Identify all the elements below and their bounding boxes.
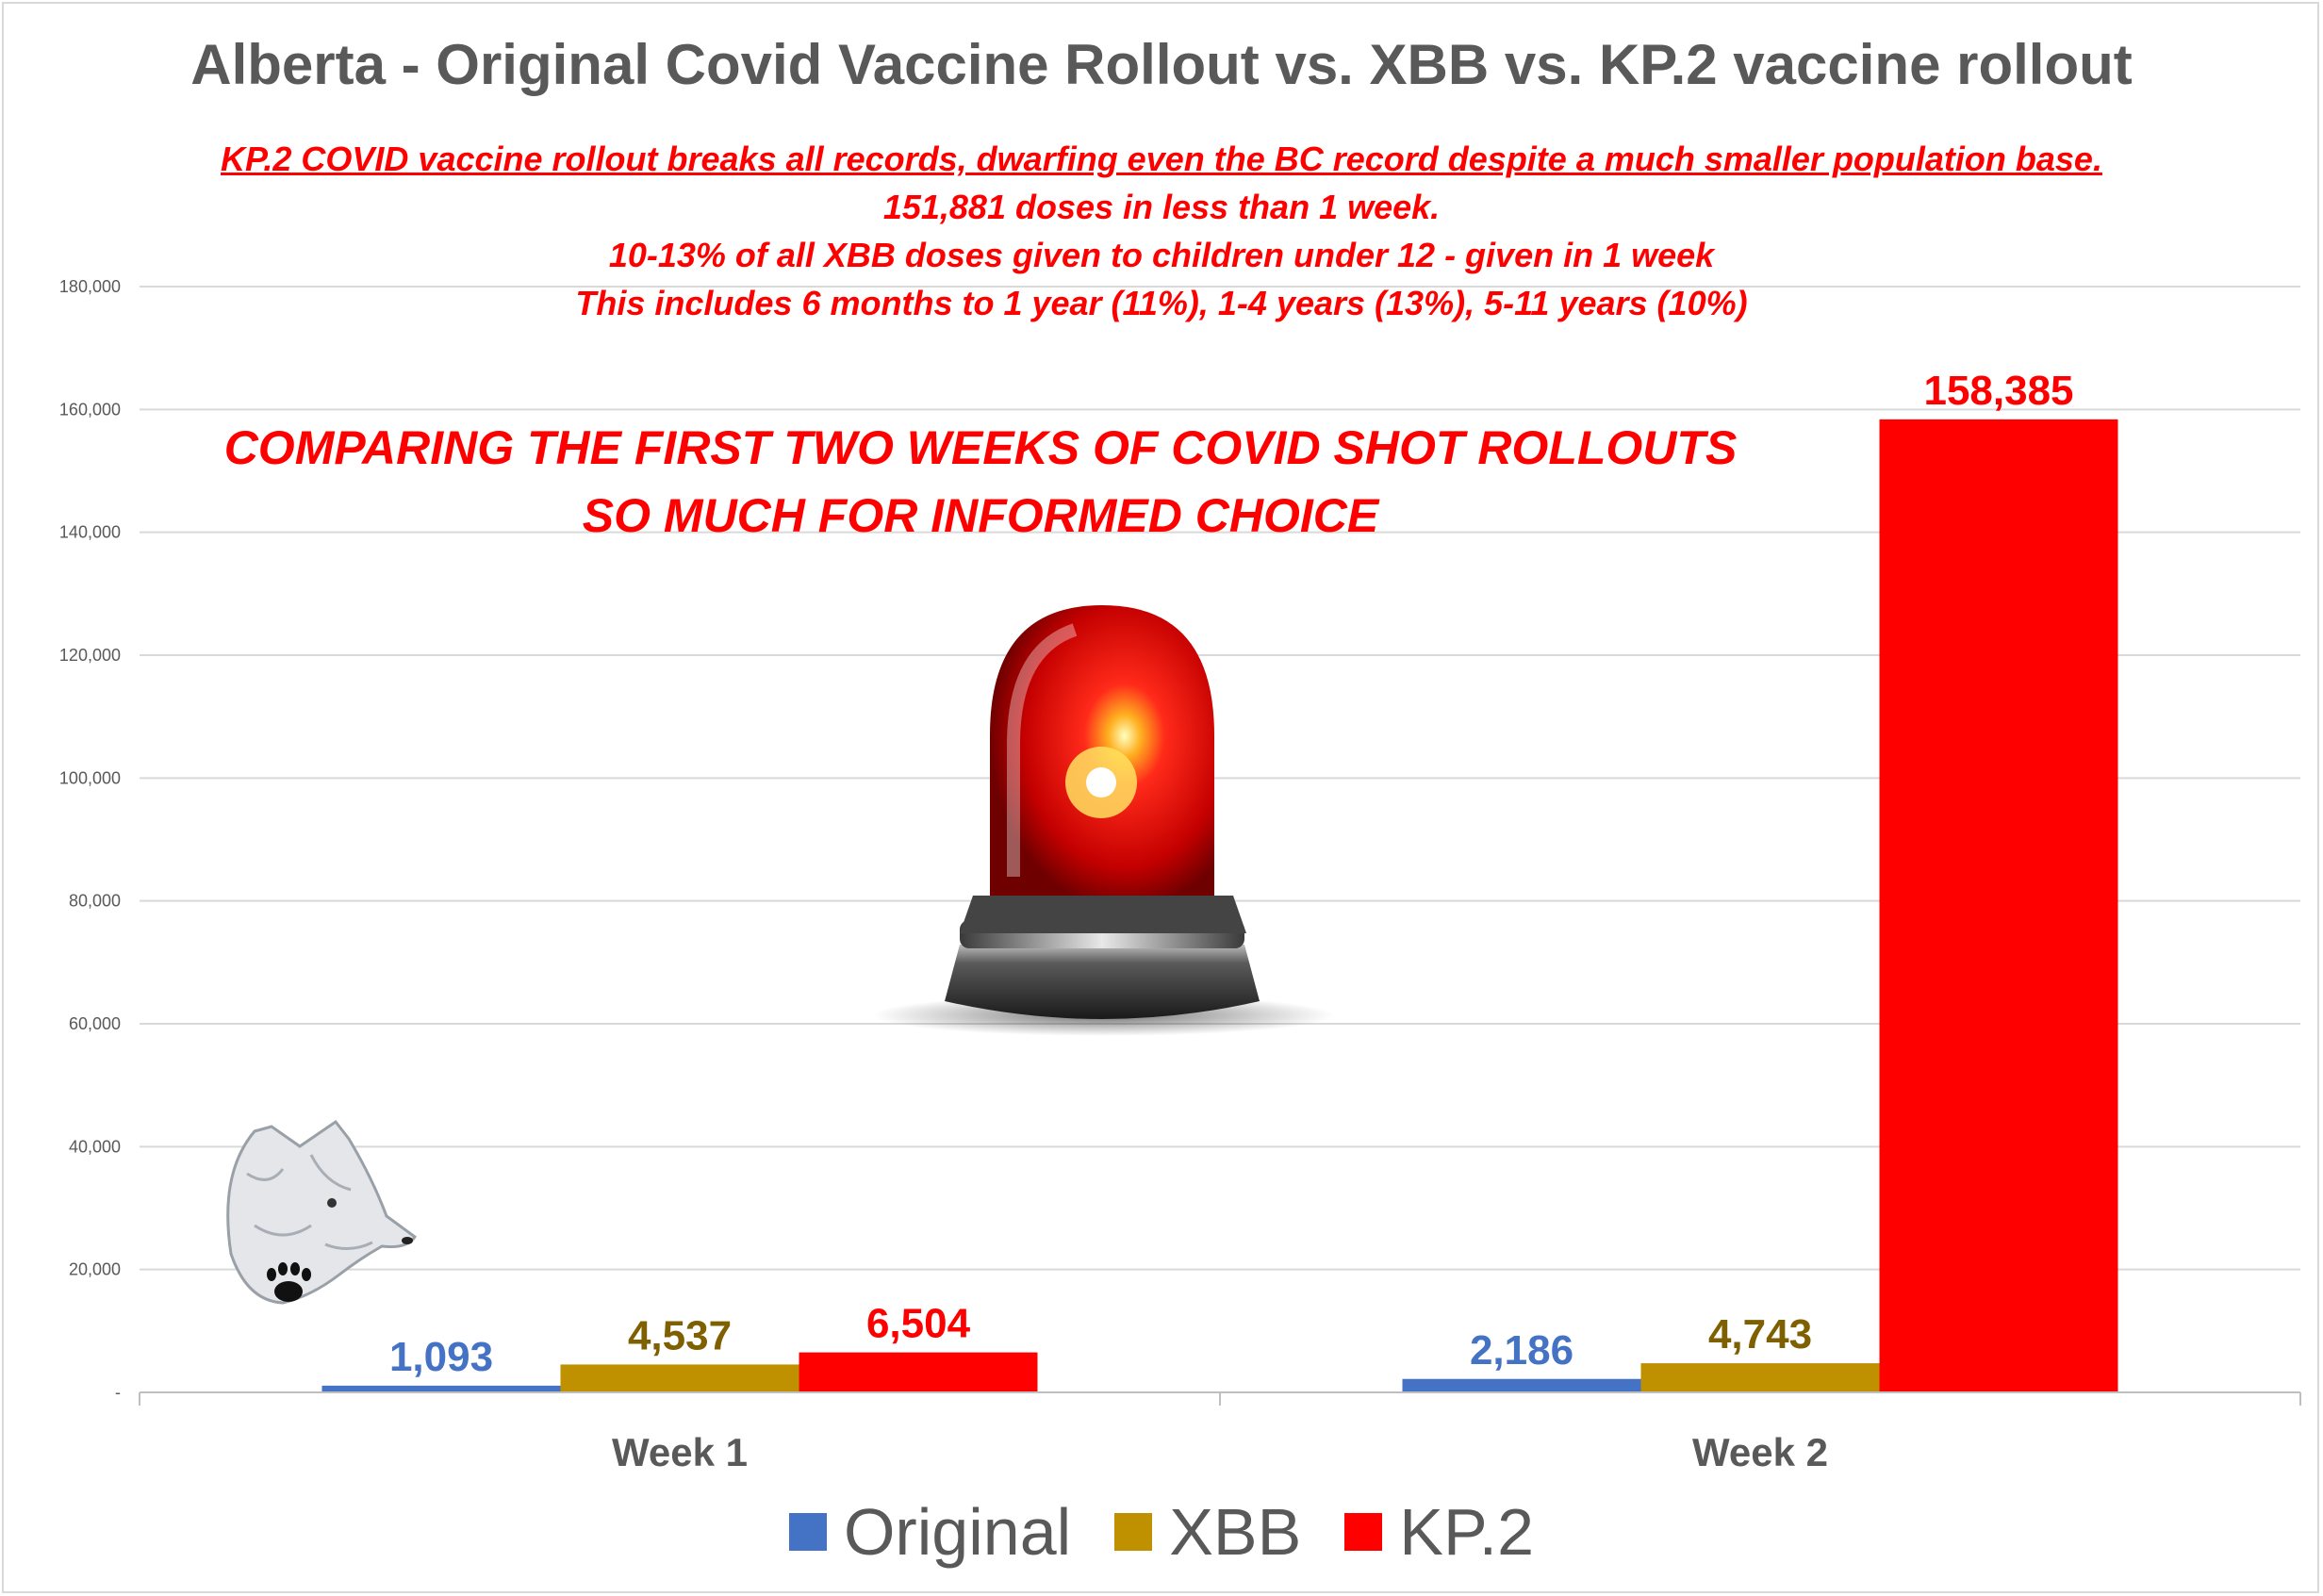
y-tick-label: 100,000 [59,768,121,787]
y-tick-label: - [115,1383,121,1402]
y-tick-label: 20,000 [69,1260,121,1279]
data-label: 4,743 [1708,1311,1812,1357]
data-label: 2,186 [1470,1327,1573,1374]
legend-item-original: Original [788,1494,1072,1570]
y-tick-label: 140,000 [59,523,121,542]
annotation-line-1: COMPARING THE FIRST TWO WEEKS OF COVID S… [223,421,1738,474]
legend-swatch-kp2 [1344,1513,1383,1551]
chart-subtitle-line-4: This includes 6 months to 1 year (11%), … [575,284,1748,322]
chart-subtitle-line-2: 151,881 doses in less than 1 week. [882,188,1441,226]
legend-label-xbb: XBB [1169,1495,1302,1569]
y-tick-label: 160,000 [59,400,121,419]
data-label: 6,504 [866,1301,971,1347]
data-label: 4,537 [628,1312,732,1358]
red-siren-light-icon [872,605,1334,1036]
legend-label-kp2: KP.2 [1399,1495,1535,1569]
bar-kp2-week-2 [1879,419,2118,1392]
data-label: 1,093 [389,1334,493,1380]
y-tick-label: 40,000 [69,1137,121,1156]
chart-legend: Original XBB KP.2 [0,1494,2323,1570]
y-tick-label: 120,000 [59,646,121,665]
bar-original-week-1 [321,1385,561,1392]
x-category-label: Week 1 [612,1430,748,1474]
legend-swatch-original [788,1513,827,1551]
legend-label-original: Original [843,1495,1072,1569]
data-label: 158,385 [1923,368,2073,414]
bar-xbb-week-1 [560,1364,799,1392]
annotation-line-2: SO MUCH FOR INFORMED CHOICE [582,489,1379,542]
bar-xbb-week-2 [1640,1363,1880,1392]
bar-original-week-2 [1402,1378,1641,1392]
chart-subtitle-line-1: KP.2 COVID vaccine rollout breaks all re… [221,140,2102,178]
wolf-head-paw-logo [226,1119,418,1305]
y-tick-label: 60,000 [69,1014,121,1033]
chart-subtitle-line-3: 10-13% of all XBB doses given to childre… [608,236,1715,274]
chart-title: Alberta - Original Covid Vaccine Rollout… [190,33,2133,96]
x-category-label: Week 2 [1692,1430,1828,1474]
y-tick-label: 180,000 [59,277,121,296]
bar-kp2-week-1 [799,1352,1038,1392]
legend-item-xbb: XBB [1114,1494,1301,1570]
legend-swatch-xbb [1114,1513,1153,1551]
y-tick-label: 80,000 [69,892,121,911]
legend-item-kp2: KP.2 [1344,1494,1534,1570]
